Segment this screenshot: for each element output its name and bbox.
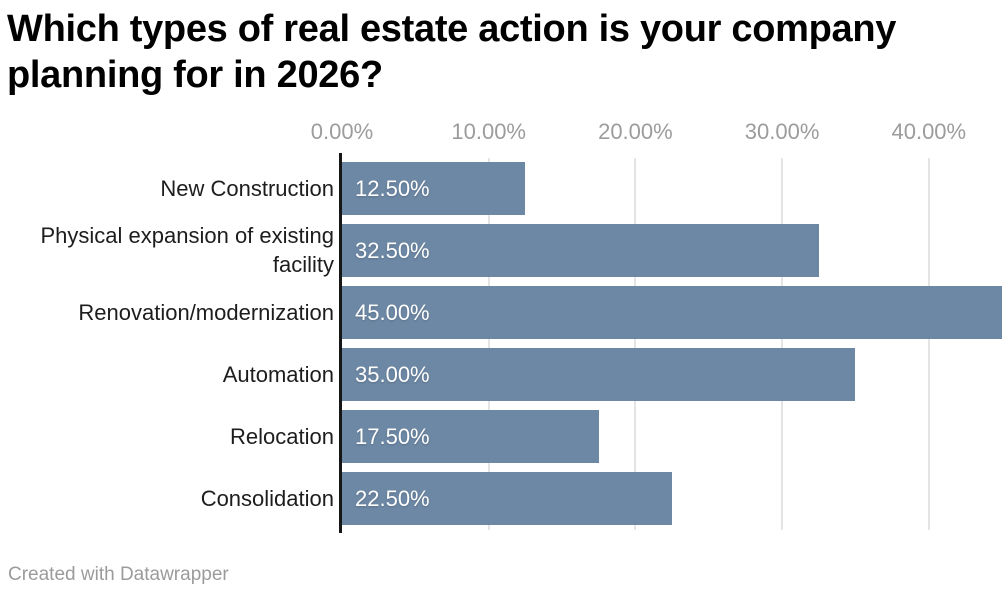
category-label: Consolidation <box>200 486 334 512</box>
datawrapper-attribution-link[interactable]: Created with Datawrapper <box>8 564 229 585</box>
bar-value-label: 22.50% <box>355 486 430 512</box>
bar-value-label: 45.00% <box>355 299 430 325</box>
bar-row: Renovation/modernization 45.00% <box>0 281 1008 343</box>
bar-row: Relocation 17.50% <box>0 406 1008 468</box>
chart-title-line-2: planning for in 2026? <box>7 54 383 96</box>
bar: 17.50% <box>342 410 599 464</box>
category-label: New Construction <box>160 175 334 201</box>
category-label: Relocation <box>230 424 334 450</box>
x-axis-tick-label: 10.00% <box>451 119 526 144</box>
bar-row: New Construction 12.50% <box>0 157 1008 219</box>
bar-value-label: 35.00% <box>355 362 430 387</box>
bar: 35.00% <box>342 348 856 401</box>
bar-value-label: 17.50% <box>355 424 430 450</box>
chart-title-line-1: Which types of real estate action is you… <box>7 8 897 50</box>
gridline <box>781 158 784 530</box>
category-label: Renovation/modernization <box>78 299 334 325</box>
x-axis-tick-label: 20.00% <box>598 119 673 144</box>
category-label: Automation <box>222 362 334 387</box>
bar: 32.50% <box>342 223 819 277</box>
bar-row: Consolidation 22.50% <box>0 468 1008 530</box>
gridline <box>634 158 637 530</box>
bar: 45.00% <box>342 285 1003 339</box>
bar: 22.50% <box>342 472 673 526</box>
y-axis-baseline <box>339 153 342 533</box>
x-axis-tick-label: 30.00% <box>744 119 820 144</box>
plot-area: New Construction 12.50% Physical expansion… <box>0 153 1008 533</box>
bar: 12.50% <box>342 161 526 215</box>
x-axis-tick-labels: 0.00% 10.00% 20.00% 30.00% 40.00% <box>0 116 1008 148</box>
bar-value-label: 32.50% <box>355 237 430 263</box>
gridline <box>487 158 490 530</box>
x-axis-tick-label: 0.00% <box>310 119 374 144</box>
bar-value-label: 12.50% <box>355 175 430 201</box>
bar-row: Automation 35.00% <box>0 344 1008 406</box>
category-label: Physical expansion of existing facility <box>40 223 335 278</box>
bar-row: Physical expansion of existing facility 3… <box>0 219 1008 281</box>
chart-title: Which types of real estate action is you… <box>7 6 1007 98</box>
gridline <box>927 158 930 530</box>
x-axis-tick-label: 40.00% <box>891 119 967 144</box>
